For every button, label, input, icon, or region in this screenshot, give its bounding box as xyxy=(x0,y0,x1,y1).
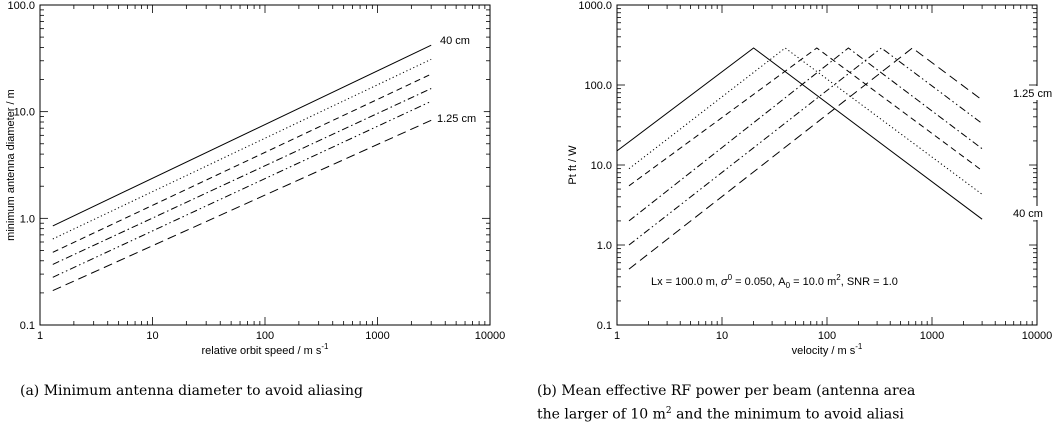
x-axis-label: relative orbit speed / m s-1 xyxy=(202,342,330,357)
caption-a: (a) Minimum antenna diameter to avoid al… xyxy=(20,383,363,399)
y-tick-label: 10.0 xyxy=(591,160,612,172)
series-line-longdash xyxy=(628,47,983,270)
chart-antenna-diameter: 1 10 100 1000 10000 0.1 1.0 10.0 100.0 relative … xyxy=(5,0,505,357)
y-tick-label: 0.1 xyxy=(20,320,35,332)
tick-labels: 1 10 100 1000 10000 0.1 1.0 10.0 100.0 1000.0 xyxy=(578,0,1052,342)
line-annotations: 40 cm 1.25 cm xyxy=(435,33,484,125)
annotation-bg xyxy=(1011,86,1055,100)
tick-labels: 1 10 100 1000 10000 0.1 1.0 10.0 100.0 xyxy=(7,0,505,342)
series-line-dashed xyxy=(628,47,983,187)
x-tick-label: 100 xyxy=(256,330,274,342)
series-line-dashdot xyxy=(628,47,983,222)
annotation-bg xyxy=(438,33,474,47)
annotation-bg xyxy=(1011,206,1047,220)
x-tick-label: 10000 xyxy=(475,330,506,342)
x-tick-label: 1000 xyxy=(365,330,389,342)
series-line-dashdot xyxy=(52,88,432,265)
y-tick-label: 100.0 xyxy=(584,80,612,92)
annotation-label: 40 cm xyxy=(440,35,470,47)
y-tick-label: 1000.0 xyxy=(578,0,612,12)
chart-rf-power: 1 10 100 1000 10000 0.1 1.0 10.0 100.0 1000.0 vel… xyxy=(567,0,1055,357)
series-line-solid xyxy=(52,44,432,227)
x-tick-label: 1 xyxy=(37,330,43,342)
caption-b-line1: (b) Mean effective RF power per beam (an… xyxy=(537,383,916,399)
series-lines xyxy=(52,44,432,292)
annotation-label: 1.25 cm xyxy=(437,113,476,125)
x-tick-label: 10 xyxy=(146,330,158,342)
caption-b-line2: the larger of 10 m2 and the minimum to a… xyxy=(537,406,904,423)
plot-frame xyxy=(39,4,491,326)
y-axis-label: minimum antenna diameter / m xyxy=(5,89,17,241)
figure-canvas: 1 10 100 1000 10000 0.1 1.0 10.0 100.0 relative … xyxy=(5,0,1055,357)
y-tick-label: 100.0 xyxy=(7,0,35,12)
x-tick-label: 10000 xyxy=(1022,330,1053,342)
annotation-label: 1.25 cm xyxy=(1013,88,1052,100)
parameter-annotation: Lx = 100.0 m, σ0 = 0.050, A0 = 10.0 m2, … xyxy=(651,273,898,290)
annotation-bg xyxy=(435,111,484,125)
series-line-dashed xyxy=(52,73,432,253)
series-line-dotted xyxy=(628,47,983,195)
y-axis-label: Pt ft / W xyxy=(567,145,579,185)
x-axis-label: velocity / m s-1 xyxy=(792,342,863,357)
y-tick-label: 0.1 xyxy=(597,320,612,332)
y-tick-label: 1.0 xyxy=(20,213,35,225)
x-tick-label: 1 xyxy=(614,330,620,342)
series-line-dotted xyxy=(52,58,432,240)
axis-ticks xyxy=(39,4,491,326)
series-line-solid xyxy=(616,47,983,220)
x-tick-label: 10 xyxy=(716,330,728,342)
caption-b: (b) Mean effective RF power per beam (an… xyxy=(537,381,915,425)
axis-ticks xyxy=(616,4,1038,326)
line-annotations: 1.25 cm 40 cm xyxy=(1011,86,1055,220)
x-tick-label: 100 xyxy=(818,330,836,342)
series-line-dashdotdot xyxy=(628,47,983,246)
series-line-dashdotdot xyxy=(52,100,432,278)
y-tick-label: 10.0 xyxy=(14,107,35,119)
y-tick-label: 1.0 xyxy=(597,240,612,252)
series-line-longdash xyxy=(52,119,432,292)
series-lines xyxy=(616,47,983,270)
annotation-label: 40 cm xyxy=(1013,208,1043,220)
x-tick-label: 1000 xyxy=(920,330,944,342)
